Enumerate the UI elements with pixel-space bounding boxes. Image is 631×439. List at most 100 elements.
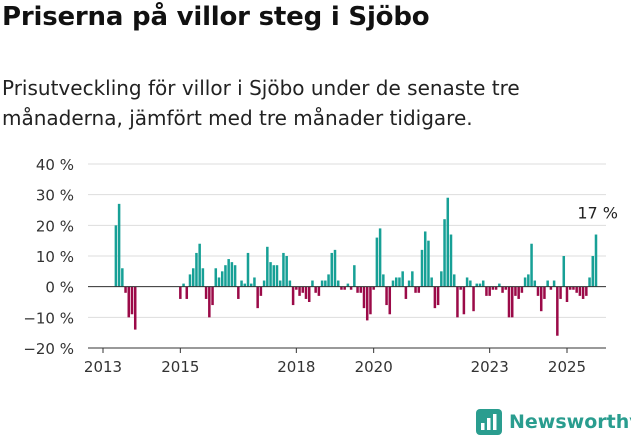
bar <box>494 286 498 290</box>
bar-chart: −20 % −10 % 0 % 10 % 20 % 30 % 40 % 2013 2015 201… <box>23 156 618 376</box>
bar <box>517 286 520 299</box>
y-tick-label: 30 % <box>36 187 74 205</box>
bar <box>314 286 317 293</box>
bar <box>401 271 404 287</box>
bar <box>501 286 504 293</box>
bar <box>443 219 446 287</box>
bar <box>188 274 192 287</box>
bar <box>220 271 224 287</box>
bar <box>214 268 218 287</box>
bar <box>430 277 433 287</box>
bar <box>346 283 350 287</box>
bar <box>133 286 137 330</box>
bar <box>411 271 414 287</box>
y-tick-label: 0 % <box>45 279 74 297</box>
chart-bars-icon <box>476 409 502 435</box>
bar <box>327 274 330 287</box>
x-tick-label: 2020 <box>355 358 393 376</box>
bar <box>240 280 243 287</box>
bar <box>465 277 469 287</box>
bar <box>179 286 182 299</box>
bar <box>282 252 285 287</box>
bar <box>404 286 408 299</box>
bar <box>301 286 305 293</box>
bar <box>485 286 488 296</box>
chart-title: Priserna på villor steg i Sjöbo <box>2 2 430 32</box>
bar <box>266 246 269 287</box>
bar <box>527 274 530 287</box>
bar <box>353 265 356 287</box>
bar <box>588 277 591 287</box>
bar <box>117 203 121 287</box>
bar <box>182 283 185 287</box>
bar <box>559 286 562 299</box>
y-tick-label: 20 % <box>36 217 74 235</box>
bar <box>449 234 453 287</box>
bar <box>298 286 301 296</box>
bar <box>356 286 359 293</box>
bar <box>433 286 437 309</box>
bar <box>127 286 131 318</box>
bar <box>456 286 459 318</box>
bar <box>436 286 440 306</box>
bar <box>591 256 595 287</box>
bar <box>498 283 501 287</box>
bar <box>572 286 575 290</box>
bar <box>333 249 337 287</box>
bar <box>275 265 279 287</box>
bar <box>198 243 201 287</box>
bar <box>256 286 259 309</box>
bar <box>462 286 466 315</box>
bar <box>520 286 524 293</box>
bar <box>230 262 234 287</box>
x-tick-label: 2018 <box>277 358 315 376</box>
y-tick-label: 40 % <box>36 156 74 174</box>
bar <box>414 286 417 293</box>
bar <box>343 286 346 290</box>
brand-name: Newsworthy <box>509 411 631 433</box>
bar <box>195 252 198 287</box>
bar <box>491 286 495 290</box>
bar <box>488 286 491 296</box>
bar <box>388 286 392 315</box>
bar <box>253 277 256 287</box>
bar <box>121 268 124 287</box>
bar <box>578 286 582 296</box>
bar <box>585 286 588 296</box>
bar <box>217 277 221 287</box>
chart-subtitle: Prisutveckling för villor i Sjöbo under … <box>2 76 520 130</box>
bar <box>320 280 324 287</box>
bar <box>475 283 479 287</box>
bar <box>311 280 314 287</box>
bar <box>208 286 211 318</box>
bar <box>385 286 388 306</box>
bar <box>233 265 237 287</box>
bar <box>378 228 382 287</box>
x-tick-label: 2013 <box>84 358 122 376</box>
bar <box>530 243 533 287</box>
bar <box>562 256 566 287</box>
bar <box>478 283 482 287</box>
bar <box>440 271 443 287</box>
bar <box>114 225 118 287</box>
bar <box>201 268 205 287</box>
bar <box>523 277 527 287</box>
bar <box>575 286 578 293</box>
bar <box>568 286 572 290</box>
y-tick-label: −20 % <box>23 340 74 358</box>
bar <box>204 286 208 299</box>
bar <box>124 286 127 293</box>
bar <box>543 286 546 299</box>
bar <box>262 280 266 287</box>
bar <box>246 252 250 287</box>
bar <box>391 280 395 287</box>
bar <box>362 286 366 309</box>
bar <box>369 286 372 315</box>
bar <box>249 283 253 287</box>
bar <box>224 265 227 287</box>
x-tick-label: 2023 <box>471 358 509 376</box>
bar <box>359 286 363 293</box>
bar <box>552 280 556 287</box>
bar <box>556 286 559 336</box>
bar <box>452 274 456 287</box>
